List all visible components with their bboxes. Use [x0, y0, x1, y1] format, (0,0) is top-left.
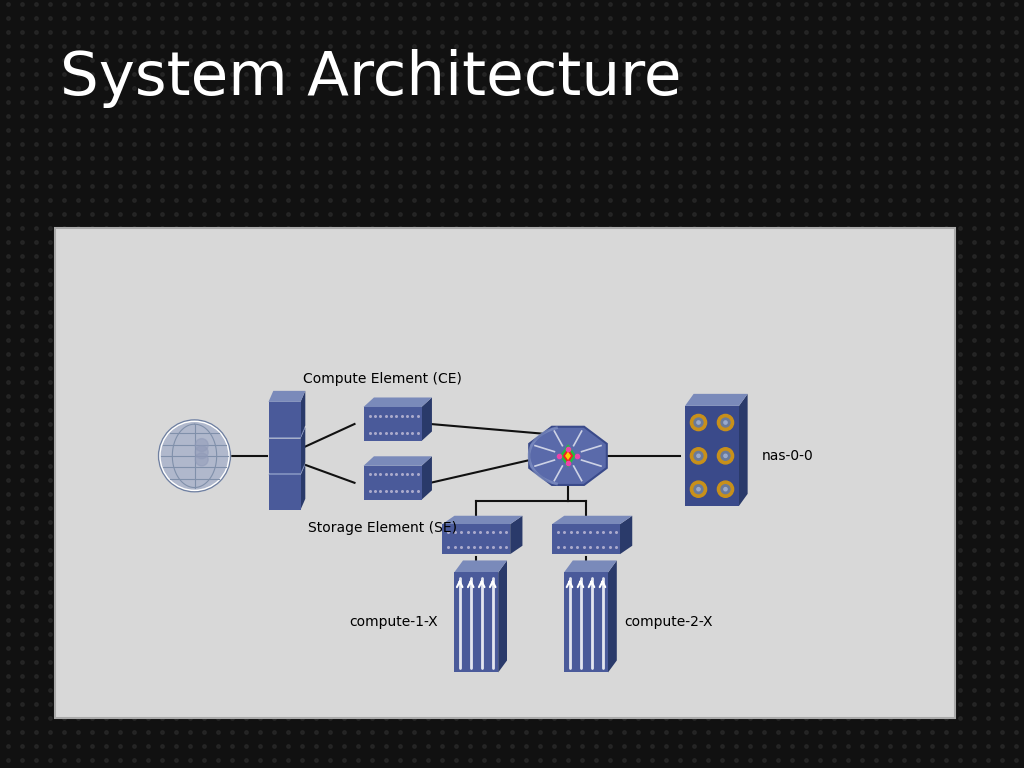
Polygon shape — [510, 516, 522, 554]
Text: compute-1-X: compute-1-X — [349, 615, 438, 630]
Circle shape — [724, 488, 727, 491]
Bar — [442, 524, 510, 554]
Polygon shape — [268, 464, 305, 475]
Circle shape — [721, 452, 730, 460]
Circle shape — [196, 453, 208, 466]
Polygon shape — [364, 456, 432, 466]
Bar — [364, 466, 422, 500]
Polygon shape — [300, 391, 305, 436]
Polygon shape — [455, 561, 507, 572]
Polygon shape — [608, 561, 616, 673]
Circle shape — [196, 439, 208, 452]
Circle shape — [718, 415, 733, 431]
Polygon shape — [442, 516, 522, 524]
Circle shape — [724, 454, 727, 458]
Polygon shape — [565, 452, 571, 460]
Circle shape — [162, 422, 227, 489]
Circle shape — [697, 421, 700, 424]
Circle shape — [718, 448, 733, 464]
Circle shape — [694, 485, 702, 494]
Polygon shape — [268, 391, 305, 402]
Circle shape — [690, 448, 707, 464]
Polygon shape — [739, 394, 748, 506]
Polygon shape — [422, 398, 432, 441]
Text: Compute Element (CE): Compute Element (CE) — [303, 372, 462, 386]
Polygon shape — [563, 449, 573, 463]
Polygon shape — [499, 561, 507, 673]
Text: nas-0-0: nas-0-0 — [762, 449, 814, 463]
Bar — [685, 406, 739, 506]
Circle shape — [690, 415, 707, 431]
Polygon shape — [685, 394, 748, 406]
Circle shape — [724, 421, 727, 424]
Polygon shape — [620, 516, 632, 554]
Circle shape — [196, 445, 208, 458]
Polygon shape — [300, 464, 305, 510]
Polygon shape — [268, 428, 305, 439]
Polygon shape — [529, 427, 607, 485]
Text: Storage Element (SE): Storage Element (SE) — [308, 521, 457, 535]
Bar — [564, 572, 608, 673]
Polygon shape — [422, 456, 432, 500]
Circle shape — [690, 481, 707, 498]
Bar — [455, 572, 499, 673]
Bar — [268, 402, 300, 436]
Circle shape — [721, 418, 730, 427]
Circle shape — [694, 452, 702, 460]
Text: compute-2-X: compute-2-X — [624, 615, 713, 630]
Circle shape — [694, 418, 702, 427]
Bar — [552, 524, 620, 554]
Bar — [268, 439, 300, 473]
FancyBboxPatch shape — [55, 228, 955, 718]
Circle shape — [721, 485, 730, 494]
Polygon shape — [564, 561, 616, 572]
Circle shape — [159, 420, 230, 492]
Circle shape — [697, 454, 700, 458]
Polygon shape — [364, 398, 432, 407]
Bar — [364, 407, 422, 441]
Circle shape — [697, 488, 700, 491]
Polygon shape — [300, 428, 305, 473]
Polygon shape — [552, 516, 632, 524]
Circle shape — [718, 481, 733, 498]
Text: System Architecture: System Architecture — [60, 48, 682, 108]
Polygon shape — [560, 444, 577, 468]
Bar — [268, 475, 300, 510]
